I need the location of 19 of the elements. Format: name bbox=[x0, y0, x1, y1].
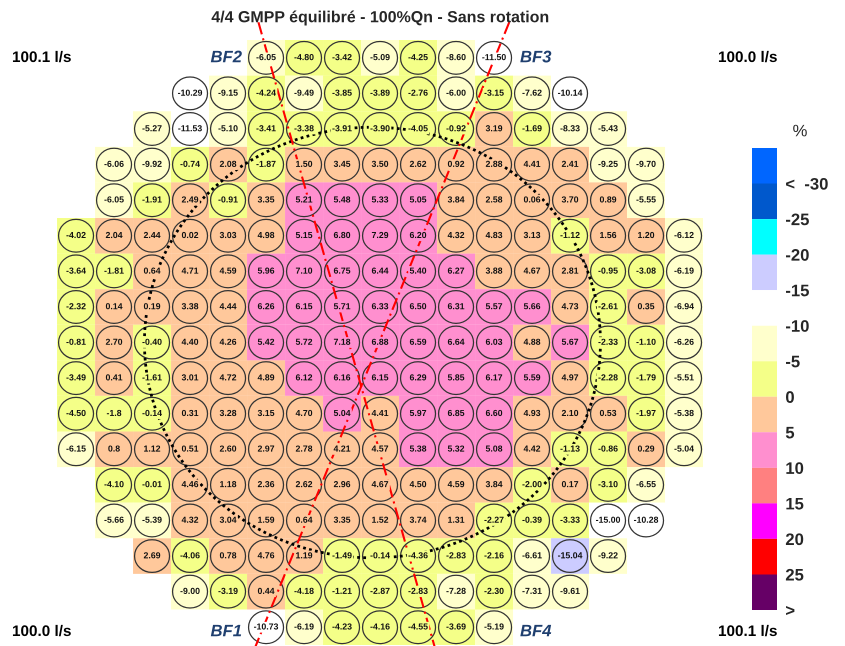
color-bar-label: 0 bbox=[786, 391, 794, 403]
color-bar-title: % bbox=[793, 124, 807, 136]
color-bar-label: < -30 bbox=[786, 178, 828, 190]
text: 100.1 l/s bbox=[718, 624, 777, 636]
color-bar-label: -15 bbox=[786, 284, 809, 296]
chart-title: 4/4 GMPP équilibré - 100%Qn - Sans rotation bbox=[212, 10, 548, 26]
color-bar-label: > bbox=[786, 606, 794, 616]
color-bar-label: -20 bbox=[786, 249, 809, 261]
annotation: 100.0 l/s bbox=[12, 624, 71, 636]
color-bar-label: 5 bbox=[786, 426, 794, 439]
color-bar-label: 15 bbox=[786, 498, 804, 510]
color-bar-label: -10 bbox=[786, 320, 809, 332]
color-bar-label: -25 bbox=[786, 213, 809, 226]
color-bar-label: 25 bbox=[786, 568, 804, 581]
color-bar-label: 10 bbox=[786, 462, 804, 474]
annotation: 100.1 l/s bbox=[12, 50, 71, 62]
text: 100.0 l/s bbox=[718, 50, 777, 62]
color-bar-label: 20 bbox=[786, 533, 804, 546]
color-bar-label: -5 bbox=[786, 356, 800, 368]
